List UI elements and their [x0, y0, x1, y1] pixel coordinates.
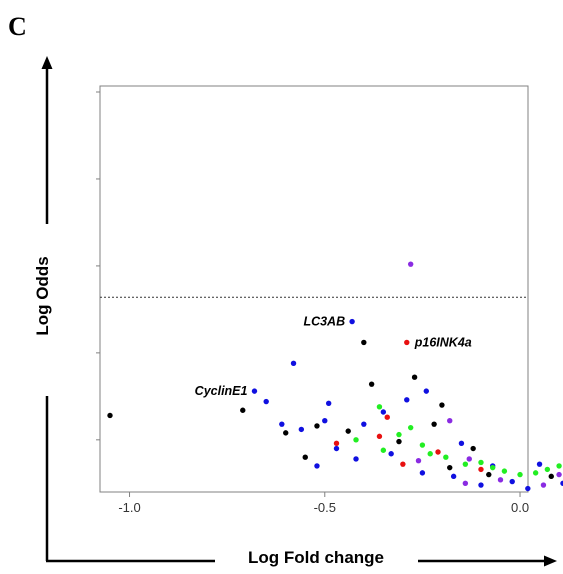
green-data-point — [427, 451, 433, 457]
blue-data-point — [314, 463, 320, 469]
purple-data-point — [407, 261, 414, 267]
black-data-point — [283, 430, 289, 436]
blue-data-point — [419, 470, 426, 476]
black-data-point — [447, 464, 453, 471]
green-data-point — [353, 437, 359, 443]
purple-data-point — [540, 482, 547, 488]
point-annotation-label: LC3AB — [303, 315, 345, 329]
x-direction-arrow — [418, 555, 557, 567]
purple-data-point — [466, 456, 472, 462]
green-data-point — [376, 404, 383, 410]
blue-data-point — [325, 400, 332, 407]
green-data-point — [517, 471, 523, 478]
green-data-point — [380, 447, 387, 453]
green-data-point — [462, 461, 469, 467]
x-axis-ticks: -1.0-0.50.00.51.0 — [118, 492, 529, 515]
y-axis-ticks — [96, 91, 100, 441]
blue-data-point — [423, 388, 430, 394]
red-data-point — [435, 449, 441, 455]
black-data-point — [431, 421, 437, 427]
red-data-point — [384, 414, 390, 420]
green-data-point — [443, 454, 449, 460]
purple-data-point — [462, 480, 469, 487]
purple-data-point — [447, 417, 453, 424]
red-data-point — [400, 461, 406, 467]
blue-data-point — [478, 482, 484, 488]
blue-data-point — [333, 445, 340, 452]
blue-data-point — [388, 451, 394, 457]
black-data-point — [548, 473, 554, 480]
blue-data-point — [509, 478, 515, 485]
blue-data-point — [251, 388, 258, 394]
green-data-point — [407, 424, 414, 431]
x-tick-label: -0.5 — [314, 500, 336, 515]
blue-data-point — [525, 485, 531, 492]
blue-data-point — [353, 456, 359, 462]
black-data-point — [107, 412, 113, 419]
point-annotation-label: p16INK4a — [414, 335, 472, 349]
y-direction-arrow — [41, 56, 53, 224]
point-annotation-label: CyclinE1 — [195, 384, 248, 398]
black-data-point — [240, 407, 246, 413]
blue-data-point — [322, 417, 328, 424]
green-data-point — [489, 464, 496, 471]
purple-data-point — [497, 477, 504, 483]
data-points — [107, 261, 563, 492]
blue-data-point — [290, 360, 297, 367]
green-data-point — [501, 468, 508, 474]
red-data-point — [478, 466, 484, 473]
x-tick-label: 0.0 — [511, 500, 529, 515]
panel-label: C — [8, 12, 27, 41]
green-data-point — [396, 431, 402, 438]
blue-data-point — [263, 398, 269, 405]
green-data-point — [532, 470, 539, 476]
blue-data-point — [458, 440, 465, 447]
blue-data-point — [380, 409, 387, 415]
black-data-point — [302, 454, 308, 460]
red-data-point — [333, 440, 340, 447]
blue-data-point — [560, 480, 563, 487]
green-data-point — [478, 459, 484, 466]
red-data-point — [376, 433, 383, 440]
red-data-point — [404, 339, 410, 346]
x-tick-label: -1.0 — [118, 500, 140, 515]
green-data-point — [544, 466, 551, 473]
purple-data-point — [556, 471, 562, 478]
y-axis-title: Log Odds — [33, 256, 52, 335]
black-data-point — [314, 423, 320, 429]
blue-data-point — [404, 397, 410, 403]
blue-data-point — [349, 318, 355, 325]
green-data-point — [419, 442, 426, 448]
blue-data-point — [450, 473, 457, 480]
black-data-point — [361, 339, 367, 346]
point-annotations: HER2_pY1248HER2_pY1248FAKLC3ABp16INK4aEG… — [195, 315, 472, 399]
plot-frame — [99, 85, 529, 493]
black-data-point — [411, 374, 418, 380]
black-data-point — [368, 381, 375, 387]
blue-data-point — [536, 461, 543, 467]
blue-data-point — [361, 421, 367, 427]
x-axis-title: Log Fold change — [248, 548, 384, 567]
black-data-point — [439, 402, 445, 408]
black-data-point — [396, 438, 402, 445]
blue-data-point — [298, 426, 305, 433]
green-data-point — [556, 463, 562, 469]
black-data-point — [345, 428, 351, 434]
black-data-point — [470, 445, 476, 452]
black-data-point — [486, 471, 492, 478]
blue-data-point — [279, 421, 285, 427]
purple-data-point — [415, 457, 422, 464]
